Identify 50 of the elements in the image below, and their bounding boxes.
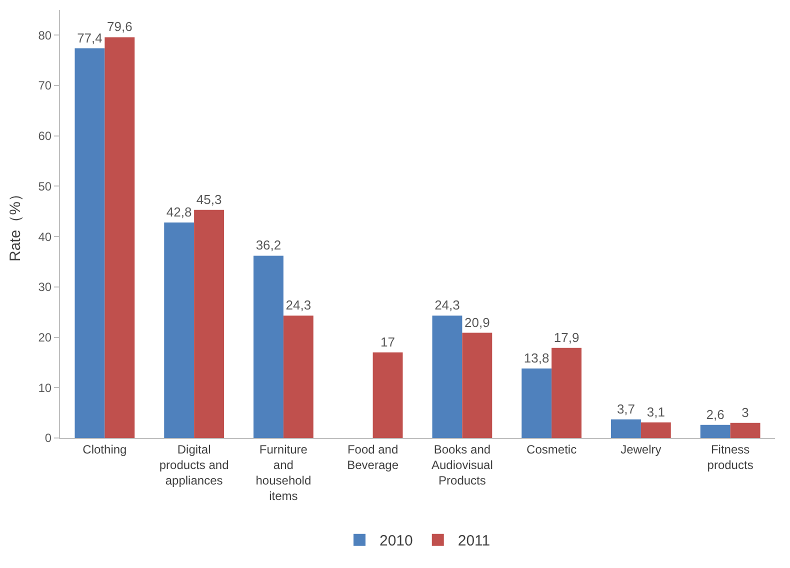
data-label: 3,1 <box>646 404 665 420</box>
y-axis-title: Rate（%） <box>7 186 24 262</box>
bar <box>462 332 492 438</box>
bar <box>254 256 284 438</box>
data-label: 79,6 <box>107 19 132 34</box>
legend-label: 2011 <box>458 532 490 550</box>
data-label: 24,3 <box>286 298 312 313</box>
data-label: 45,3 <box>196 192 222 207</box>
y-tick-label: 60 <box>38 129 52 144</box>
x-tick-label: Cosmetic <box>526 442 577 456</box>
data-label: 24,3 <box>434 298 460 313</box>
bar <box>700 424 730 438</box>
bar <box>611 419 641 438</box>
legend-label: 2010 <box>380 532 413 550</box>
y-tick-label: 50 <box>38 179 52 194</box>
x-tick-label: Clothing <box>82 442 127 456</box>
x-tick-label: Jewelry <box>620 442 662 456</box>
data-label: 42,8 <box>166 204 192 220</box>
data-label: 3 <box>742 404 749 420</box>
y-tick-label: 30 <box>38 280 52 294</box>
y-tick-label: 20 <box>38 330 52 344</box>
data-label: 36,2 <box>256 238 282 253</box>
y-tick-label: 80 <box>38 28 52 42</box>
data-label: 77,4 <box>77 30 102 46</box>
bar <box>552 348 582 438</box>
data-label: 17,9 <box>554 330 580 345</box>
bar <box>522 368 552 438</box>
bar <box>432 316 462 438</box>
x-tick-label: Digital products and appliances <box>159 442 229 488</box>
x-tick-label: Fitness products <box>707 442 754 472</box>
data-label: 13,8 <box>524 350 550 366</box>
x-tick-label: Furniture and household items <box>256 442 312 504</box>
bar <box>372 352 403 438</box>
bar <box>640 422 671 438</box>
bar <box>164 222 194 438</box>
data-label: 20,9 <box>464 314 490 330</box>
data-label: 17 <box>380 334 396 350</box>
x-tick-label: Food and Beverage <box>347 442 399 472</box>
bar <box>283 316 314 438</box>
x-tick-label: Books and Audiovisual Products <box>432 442 493 488</box>
bar <box>730 422 760 438</box>
y-tick-label: 70 <box>38 78 52 93</box>
y-tick-label: 0 <box>44 431 52 446</box>
data-label: 2,6 <box>706 406 724 422</box>
y-tick-label: 40 <box>38 230 52 244</box>
data-label: 3,7 <box>616 401 636 416</box>
y-tick-label: 10 <box>38 380 52 395</box>
bar <box>104 37 135 438</box>
bar <box>74 48 105 438</box>
bar <box>194 210 224 438</box>
